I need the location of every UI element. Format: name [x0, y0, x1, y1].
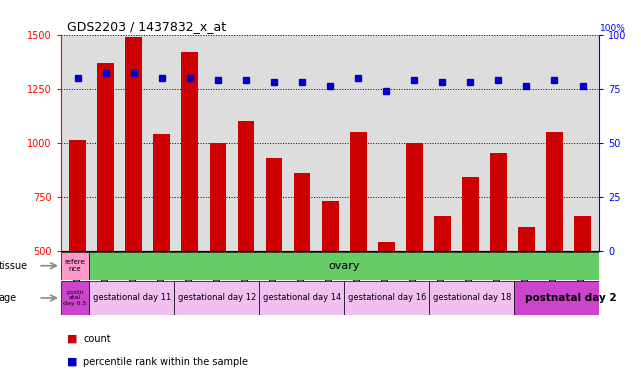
- Bar: [126, 37, 142, 251]
- Text: gestational day 14: gestational day 14: [263, 293, 341, 303]
- Bar: [490, 154, 507, 251]
- Bar: [265, 158, 283, 251]
- Text: ■: ■: [67, 357, 78, 367]
- Bar: [61, 252, 89, 280]
- Bar: [406, 143, 422, 251]
- Text: ovary: ovary: [329, 261, 360, 271]
- Bar: [574, 216, 591, 251]
- Bar: [462, 177, 479, 251]
- Bar: [344, 281, 429, 315]
- Bar: [97, 63, 114, 251]
- Bar: [518, 227, 535, 251]
- Bar: [153, 134, 171, 251]
- Bar: [322, 201, 338, 251]
- Text: percentile rank within the sample: percentile rank within the sample: [83, 357, 248, 367]
- Text: gestational day 12: gestational day 12: [178, 293, 256, 303]
- Text: postnatal day 2: postnatal day 2: [525, 293, 617, 303]
- Bar: [514, 281, 628, 315]
- Text: ■: ■: [67, 334, 78, 344]
- Bar: [89, 281, 174, 315]
- Text: postn
atal
day 0.5: postn atal day 0.5: [63, 290, 87, 306]
- Text: GDS2203 / 1437832_x_at: GDS2203 / 1437832_x_at: [67, 20, 226, 33]
- Bar: [434, 216, 451, 251]
- Bar: [61, 281, 89, 315]
- Bar: [174, 281, 259, 315]
- Text: tissue: tissue: [0, 261, 28, 271]
- Bar: [210, 143, 226, 251]
- Bar: [546, 132, 563, 251]
- Text: refere
nce: refere nce: [65, 259, 85, 272]
- Text: count: count: [83, 334, 111, 344]
- Bar: [238, 121, 254, 251]
- Text: age: age: [0, 293, 17, 303]
- Text: 100%: 100%: [601, 25, 626, 33]
- Bar: [429, 281, 514, 315]
- Text: gestational day 16: gestational day 16: [347, 293, 426, 303]
- Bar: [259, 281, 344, 315]
- Text: gestational day 11: gestational day 11: [92, 293, 171, 303]
- Bar: [294, 173, 310, 251]
- Bar: [350, 132, 367, 251]
- Bar: [69, 141, 86, 251]
- Bar: [378, 242, 395, 251]
- Text: gestational day 18: gestational day 18: [433, 293, 511, 303]
- Bar: [181, 52, 198, 251]
